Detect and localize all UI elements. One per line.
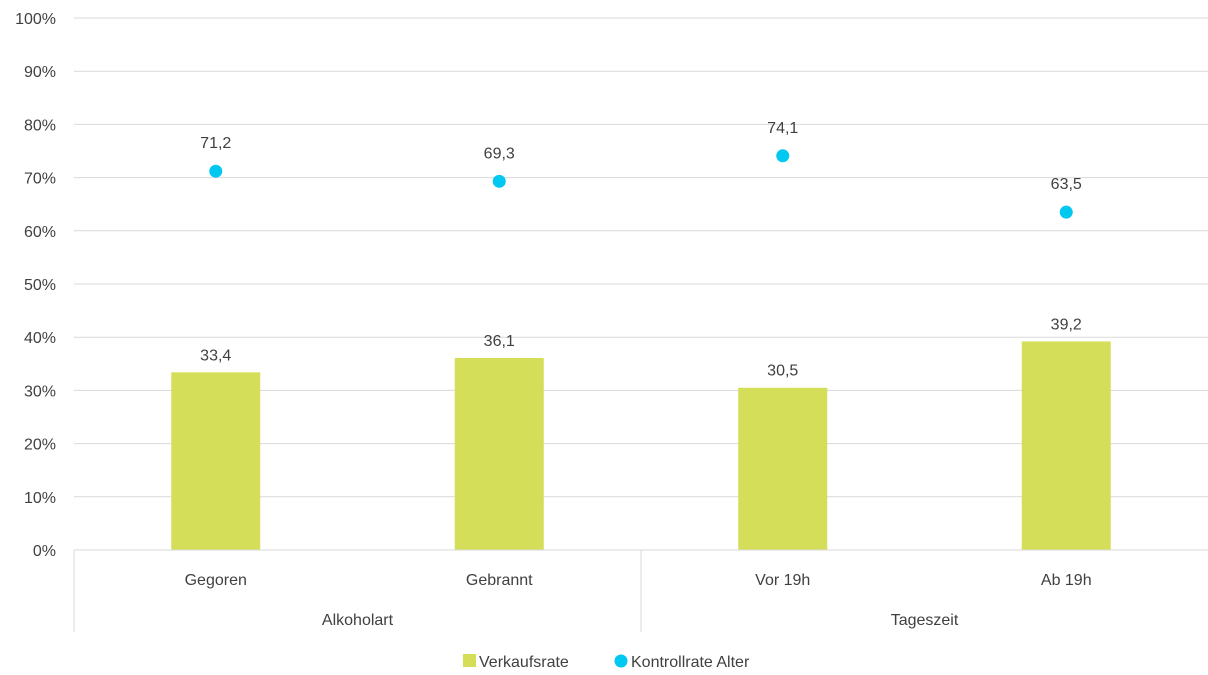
y-tick-label: 10% [24,490,56,507]
y-tick-label: 90% [24,64,56,81]
group-label: Tageszeit [891,612,959,629]
bar-value-label: 33,4 [200,347,231,364]
y-tick-label: 40% [24,330,56,347]
legend-point-swatch [614,654,628,668]
bar [1021,341,1111,550]
legend-label: Kontrollrate Alter [631,654,750,671]
category-label: Vor 19h [755,572,810,589]
point [1059,205,1073,219]
y-tick-label: 100% [15,11,56,28]
y-tick-label: 0% [33,543,56,560]
category-label: Ab 19h [1041,572,1092,589]
bars [171,341,1111,550]
y-tick-label: 80% [24,117,56,134]
bar [738,387,828,550]
points [209,149,1073,219]
legend-bar-swatch [463,654,476,667]
bar-value-label: 30,5 [767,363,798,380]
point-value-label: 69,3 [484,145,515,162]
point [492,174,506,188]
legend-label: Verkaufsrate [479,654,569,671]
category-label: Gegoren [185,572,247,589]
point-value-label: 71,2 [200,135,231,152]
group-label: Alkoholart [322,612,394,629]
x-axis: Gegoren Gebrannt Vor 19h Ab 19h Alkoholart Ta… [73,549,1208,632]
point-value-label: 63,5 [1051,176,1082,193]
point [776,149,790,163]
gridlines [74,17,1208,551]
bar-value-label: 39,2 [1051,316,1082,333]
y-tick-label: 60% [24,224,56,241]
point [209,164,223,178]
data-labels: 33,4 36,1 30,5 39,2 71,2 69,3 74,1 63,5 [200,120,1082,380]
legend: Verkaufsrate Kontrollrate Alter [463,654,750,671]
y-tick-label: 50% [24,277,56,294]
y-tick-label: 30% [24,383,56,400]
bar-value-label: 36,1 [484,333,515,350]
bar [454,357,544,550]
point-value-label: 74,1 [767,120,798,137]
category-label: Gebrannt [466,572,533,589]
y-axis-ticks: 0% 10% 20% 30% 40% 50% 60% 70% 80% 90% 100% [15,11,56,560]
bar [171,372,261,550]
y-tick-label: 70% [24,171,56,188]
y-tick-label: 20% [24,437,56,454]
